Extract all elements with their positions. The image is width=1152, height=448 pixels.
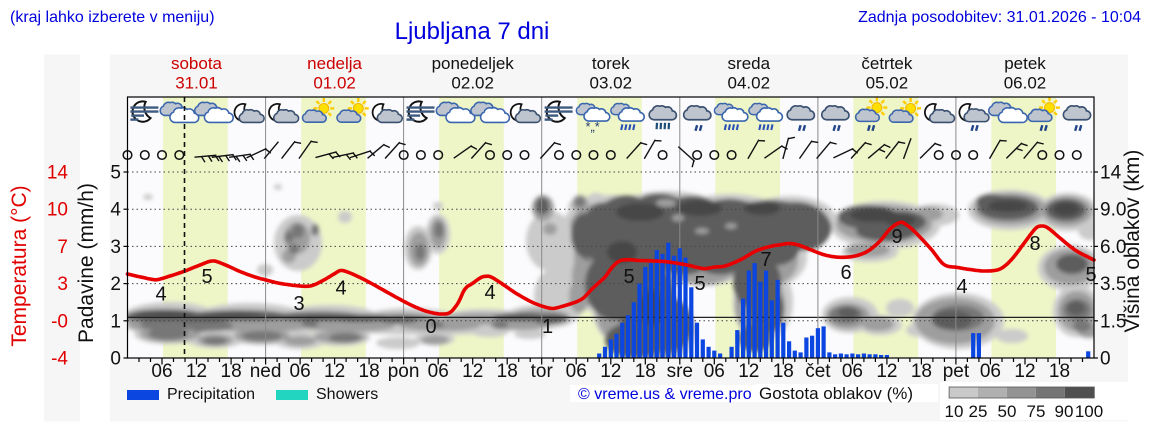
svg-text:75: 75	[1027, 402, 1046, 421]
svg-text:-0: -0	[51, 311, 68, 332]
svg-text:Padavine (mm/h): Padavine (mm/h)	[75, 183, 98, 343]
svg-text:12: 12	[876, 361, 897, 382]
svg-text:Showers: Showers	[316, 386, 378, 403]
svg-text:tor: tor	[531, 361, 554, 382]
svg-text:sreda: sreda	[728, 54, 771, 73]
svg-text:100: 100	[1075, 402, 1103, 421]
svg-text:14: 14	[47, 163, 69, 184]
svg-text:12: 12	[462, 361, 483, 382]
svg-text:2: 2	[110, 274, 121, 295]
svg-text:3.5: 3.5	[1100, 274, 1126, 295]
svg-text:5: 5	[110, 163, 121, 184]
svg-text:7: 7	[57, 237, 68, 258]
svg-text:9.0: 9.0	[1100, 200, 1126, 221]
svg-text:10: 10	[945, 402, 964, 421]
svg-text:ponedeljek: ponedeljek	[432, 54, 515, 73]
svg-text:ned: ned	[250, 361, 282, 382]
svg-text:02.02: 02.02	[451, 74, 494, 93]
svg-text:06.02: 06.02	[1004, 74, 1047, 93]
svg-text:4: 4	[956, 276, 967, 298]
svg-text:1.5: 1.5	[1100, 311, 1126, 332]
svg-text:0: 0	[425, 316, 436, 338]
svg-text:sre: sre	[667, 361, 693, 382]
svg-text:06: 06	[842, 361, 863, 382]
svg-text:0: 0	[1100, 349, 1111, 370]
svg-text:01.02: 01.02	[313, 74, 356, 93]
svg-text:14: 14	[1100, 163, 1122, 184]
svg-text:-4: -4	[51, 349, 68, 370]
svg-text:50: 50	[998, 402, 1017, 421]
svg-text:25: 25	[969, 402, 988, 421]
svg-text:Temperatura (°C): Temperatura (°C)	[8, 185, 31, 346]
svg-text:3: 3	[57, 274, 68, 295]
svg-text:18: 18	[1049, 361, 1070, 382]
svg-text:3: 3	[110, 237, 121, 258]
svg-text:petek: petek	[1004, 54, 1046, 73]
svg-text:5: 5	[1085, 264, 1096, 286]
svg-text:12: 12	[600, 361, 621, 382]
svg-text:Zadnja posodobitev: 31.01.2026: Zadnja posodobitev: 31.01.2026 - 10:04	[858, 9, 1141, 26]
svg-text:čet: čet	[805, 361, 831, 382]
svg-text:4: 4	[155, 284, 166, 306]
svg-text:06: 06	[290, 361, 311, 382]
svg-text:06: 06	[566, 361, 587, 382]
svg-text:pon: pon	[388, 361, 420, 382]
svg-text:6.0: 6.0	[1100, 237, 1126, 258]
svg-text:10: 10	[47, 200, 68, 221]
svg-text:Gostota oblakov (%): Gostota oblakov (%)	[759, 384, 913, 403]
svg-text:4: 4	[335, 278, 346, 300]
svg-text:pet: pet	[943, 361, 970, 382]
svg-text:12: 12	[738, 361, 759, 382]
svg-text:5: 5	[201, 266, 212, 288]
svg-text:četrtek: četrtek	[861, 54, 913, 73]
svg-text:Višina oblakov (km): Višina oblakov (km)	[1121, 150, 1144, 333]
svg-text:4: 4	[484, 282, 495, 304]
svg-text:18: 18	[497, 361, 518, 382]
svg-text:18: 18	[911, 361, 932, 382]
svg-text:1: 1	[542, 316, 553, 338]
svg-text:04.02: 04.02	[728, 74, 771, 93]
svg-text:18: 18	[359, 361, 380, 382]
svg-text:5: 5	[694, 273, 705, 295]
svg-text:7: 7	[760, 249, 771, 271]
svg-text:8: 8	[1029, 233, 1040, 255]
svg-text:4: 4	[110, 200, 121, 221]
svg-text:torek: torek	[592, 54, 630, 73]
svg-text:12: 12	[1014, 361, 1035, 382]
svg-text:9: 9	[891, 226, 902, 248]
svg-text:06: 06	[704, 361, 725, 382]
svg-text:06: 06	[151, 361, 172, 382]
svg-text:12: 12	[186, 361, 207, 382]
svg-text:05.02: 05.02	[866, 74, 909, 93]
svg-text:18: 18	[773, 361, 794, 382]
svg-text:90: 90	[1055, 402, 1074, 421]
svg-text:3: 3	[293, 293, 304, 315]
svg-text:03.02: 03.02	[590, 74, 633, 93]
svg-text:06: 06	[428, 361, 449, 382]
svg-text:31.01: 31.01	[175, 74, 218, 93]
svg-text:6: 6	[840, 262, 851, 284]
svg-text:nedelja: nedelja	[307, 54, 362, 73]
svg-text:Ljubljana 7 dni: Ljubljana 7 dni	[395, 18, 550, 45]
svg-text:12: 12	[324, 361, 345, 382]
svg-text:sobota: sobota	[171, 54, 223, 73]
svg-text:© vreme.us & vreme.pro: © vreme.us & vreme.pro	[578, 386, 752, 403]
svg-text:18: 18	[635, 361, 656, 382]
svg-text:1: 1	[110, 311, 121, 332]
svg-text:18: 18	[221, 361, 242, 382]
svg-text:(kraj lahko izberete v meniju): (kraj lahko izberete v meniju)	[10, 9, 215, 26]
svg-text:5: 5	[623, 266, 634, 288]
svg-text:Precipitation: Precipitation	[167, 386, 255, 403]
svg-text:06: 06	[980, 361, 1001, 382]
svg-text:0: 0	[110, 349, 121, 370]
